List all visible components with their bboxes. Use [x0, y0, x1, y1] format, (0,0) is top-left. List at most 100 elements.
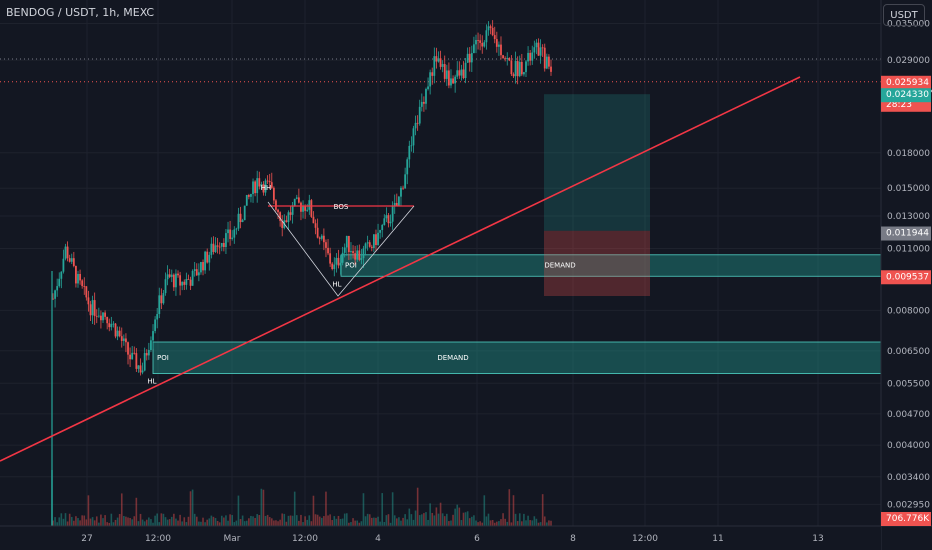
volume-bar — [456, 504, 459, 526]
volume-bar — [518, 513, 521, 526]
volume-bar — [79, 520, 81, 526]
candle-body — [387, 215, 390, 224]
volume-bar — [77, 518, 79, 526]
volume-bar — [214, 518, 217, 526]
volume-bar — [308, 515, 311, 526]
candle-body — [187, 278, 190, 280]
volume-bar — [298, 520, 300, 526]
currency-button[interactable]: USDT — [883, 4, 925, 26]
price-tick-label: 0.004700 — [887, 410, 930, 420]
volume-bar — [175, 518, 177, 526]
volume-bar — [398, 517, 400, 526]
candle-body — [162, 293, 165, 304]
volume-bar — [306, 519, 309, 526]
poi-label: POI — [157, 354, 169, 362]
candle-body — [425, 89, 427, 104]
price-tag-text: 0.009537 — [886, 272, 929, 282]
volume-bar — [264, 515, 267, 526]
volume-bar — [412, 519, 415, 526]
candle-body — [83, 286, 86, 287]
long-position-tool[interactable] — [544, 94, 650, 296]
volume-bar — [189, 491, 192, 526]
candle-body — [216, 245, 219, 247]
volume-bar — [204, 522, 206, 526]
candle-body — [191, 270, 194, 286]
candle-body — [489, 26, 492, 28]
volume-bar — [323, 516, 325, 526]
candle-body — [533, 47, 536, 53]
candle-body — [316, 227, 319, 238]
candle-body — [368, 242, 371, 247]
time-tick-label: 11 — [712, 534, 723, 544]
volume-bar — [504, 518, 506, 526]
candle-body — [433, 56, 436, 76]
candle-body — [420, 101, 423, 107]
volume-bar — [543, 516, 546, 526]
time-axis-panel[interactable] — [0, 526, 881, 550]
volume-bar — [450, 520, 452, 526]
volume-bar — [81, 515, 83, 526]
volume-bars — [51, 470, 552, 526]
time-tick-label: 12:00 — [632, 534, 658, 544]
candle-body — [118, 330, 121, 337]
profit-area[interactable] — [544, 94, 650, 231]
volume-bar — [339, 518, 342, 526]
volume-bar — [496, 521, 498, 526]
volume-bar — [493, 522, 496, 526]
candle-body — [277, 209, 279, 213]
price-tick-label: 0.003400 — [887, 473, 930, 483]
candle-body — [293, 198, 296, 206]
volume-bar — [310, 521, 313, 526]
candle-body — [481, 42, 484, 47]
price-tag-entry — [881, 88, 931, 103]
candle-body — [362, 248, 365, 259]
candle-body — [89, 304, 92, 316]
volume-bar — [208, 518, 211, 526]
candle-body — [341, 252, 344, 263]
candle-body — [391, 205, 394, 222]
candle-body — [114, 323, 117, 337]
candle-body — [197, 272, 200, 276]
candle-body — [523, 72, 525, 75]
candle-body — [364, 243, 367, 249]
volume-bar — [404, 514, 406, 526]
volume-bar — [402, 517, 404, 526]
volume-bar — [102, 518, 104, 526]
candle-body — [112, 323, 115, 325]
volume-bar — [316, 514, 319, 526]
candle-body — [272, 187, 275, 201]
candle-body — [345, 235, 348, 248]
trendline[interactable] — [0, 76, 801, 462]
candle-body — [416, 122, 419, 124]
candle-body — [252, 181, 254, 195]
volume-bar — [220, 515, 223, 526]
candle-body — [164, 279, 167, 294]
volume-bar — [291, 515, 294, 526]
volume-bar — [546, 522, 548, 526]
volume-bar — [371, 517, 373, 526]
volume-bar — [389, 522, 392, 526]
time-tick-label: 27 — [81, 534, 92, 544]
candle-body — [393, 202, 396, 206]
candle-body — [377, 232, 379, 246]
market-structure-line[interactable] — [267, 201, 415, 297]
candle-body — [254, 181, 257, 194]
candle-body — [127, 342, 129, 355]
volume-bar — [314, 514, 317, 526]
drawings[interactable] — [0, 76, 801, 462]
candle-body — [335, 257, 338, 265]
candle-body — [245, 195, 248, 206]
volume-bar — [479, 521, 481, 526]
candle-body — [285, 220, 288, 223]
stop-loss-area[interactable] — [544, 230, 650, 296]
candle-body — [81, 280, 84, 287]
demand-zone[interactable] — [152, 341, 882, 375]
candle-body — [456, 70, 459, 77]
volume-bar — [150, 519, 152, 526]
candle-body — [239, 213, 242, 223]
candle-body — [152, 331, 154, 341]
volume-bar — [70, 516, 73, 526]
volume-bar — [523, 513, 525, 526]
candle-body — [395, 202, 398, 206]
